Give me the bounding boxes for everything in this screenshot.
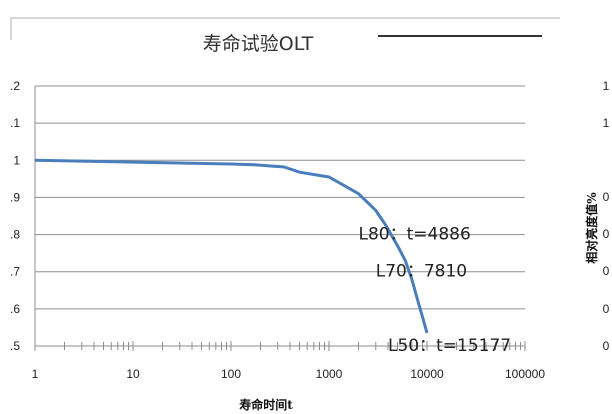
x-tick-label: 10: [126, 367, 140, 381]
x-tick-labels: 1 10 100 1000 10000 100000: [32, 367, 546, 381]
annotation-label: L70：7810: [376, 262, 467, 282]
right-axis-tick: 0: [603, 339, 610, 353]
right-axis-ticks: 1 1 0 0 0 0 0: [603, 79, 610, 353]
chart-title: 寿命试验OLT: [203, 33, 314, 55]
y-tick-label: 1: [13, 153, 20, 167]
right-axis-tick: 1: [603, 116, 610, 130]
y-tick-label: .5: [10, 339, 20, 353]
right-axis-tick: 0: [603, 264, 610, 278]
right-axis-tick: 0: [603, 302, 610, 316]
y-tick-label: .8: [10, 228, 20, 242]
y-tick-label: .7: [10, 265, 20, 279]
y-tick-labels: .5 .6 .7 .8 .9 1 .1 .2: [10, 79, 20, 353]
annotation-label: L50：t=15177: [388, 336, 511, 356]
x-tick-label: 1000: [316, 367, 343, 381]
y-tick-label: .2: [10, 79, 20, 93]
right-axis-tick: 0: [603, 227, 610, 241]
y-tick-label: .1: [10, 116, 20, 130]
annotation-label: L80：t=4886: [359, 225, 471, 245]
annotations: L80：t=4886 L70：7810 L50：t=15177: [359, 225, 512, 356]
x-tick-label: 1: [32, 367, 39, 381]
series-line: [34, 158, 429, 334]
x-tick-label: 100000: [505, 367, 545, 381]
y-axis-label: 相对亮度值%: [584, 192, 599, 264]
right-axis-tick: 0: [603, 190, 610, 204]
x-tick-label: 100: [221, 367, 241, 381]
y-tick-label: .6: [10, 302, 20, 316]
y-tick-label: .9: [10, 190, 20, 204]
gridlines: [35, 85, 525, 310]
x-axis-label: 寿命时间t: [239, 397, 293, 412]
x-tick-label: 10000: [410, 367, 444, 381]
right-axis-tick: 1: [603, 79, 610, 93]
